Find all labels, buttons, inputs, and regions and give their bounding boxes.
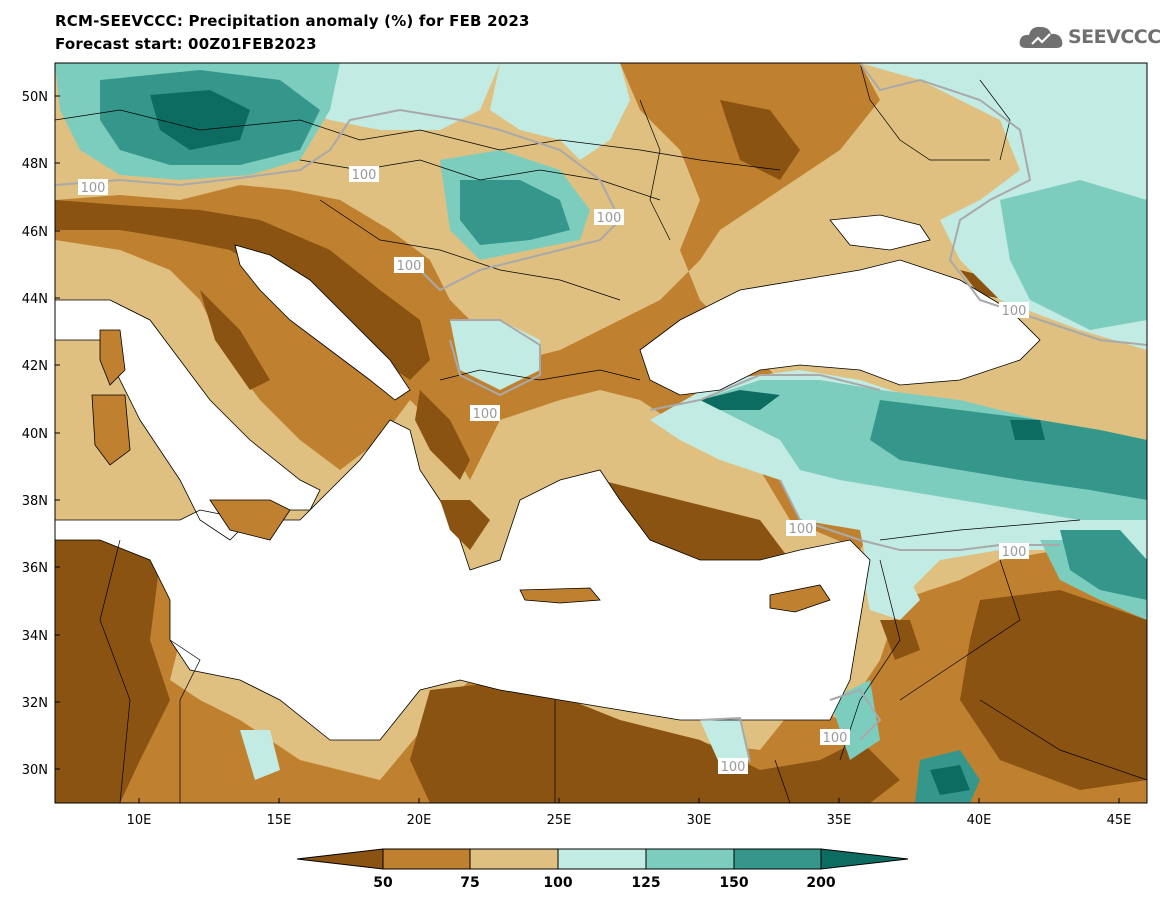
adriatic-sea [234, 244, 411, 401]
lat-label: 30N [22, 763, 48, 778]
cyprus [769, 584, 831, 613]
contour-label-text: 100 [397, 259, 422, 274]
colorbar-tick-label: 50 [373, 875, 393, 891]
lat-label: 38N [22, 494, 48, 509]
colorbar-swatch-50-75 [382, 848, 471, 870]
seevccc-logo: SEEVCCC [1018, 22, 1161, 56]
map-area [55, 63, 1147, 803]
colorbar-swatch-150-200 [733, 848, 822, 870]
lon-label: 40E [967, 813, 992, 828]
contour-label-text: 100 [823, 731, 848, 746]
sardinia [91, 394, 131, 466]
colorbar-swatch-75-100 [469, 848, 559, 870]
colorbar-tick-label: 75 [460, 875, 480, 891]
contour-label-8: 100 [999, 543, 1029, 560]
contour-label-text: 100 [81, 181, 106, 196]
lat-label: 32N [22, 696, 48, 711]
contour-label-10: 100 [718, 758, 748, 775]
chart-title: RCM-SEEVCCC: Precipitation anomaly (%) f… [55, 12, 530, 30]
latitude-axis: 50N 48N 46N 44N 42N 40N 38N 36N 34N 32N … [22, 90, 60, 778]
border-lines [55, 63, 1147, 803]
contour-label-9: 100 [820, 729, 850, 746]
peninsula-shading [440, 500, 490, 550]
lat-label: 50N [22, 90, 48, 105]
lat-label: 42N [22, 359, 48, 374]
lat-label: 48N [22, 157, 48, 172]
lon-label: 10E [127, 813, 152, 828]
corsica [99, 329, 126, 386]
sea-of-azov [829, 214, 931, 251]
lon-label: 25E [547, 813, 572, 828]
contour-labels: 100 100 100 100 100 100 100 100 100 100 [78, 166, 1029, 775]
contour-label-text: 100 [1002, 304, 1027, 319]
lon-label: 35E [827, 813, 852, 828]
sea-areas [55, 214, 1041, 741]
colorbar-swatch-125-150 [645, 848, 735, 870]
colorbar-tick-label: 100 [543, 875, 573, 891]
contour-label-text: 100 [473, 407, 498, 422]
colorbar-tick-label: 125 [631, 875, 661, 891]
lat-label: 34N [22, 629, 48, 644]
colorbar-tick-label: 150 [719, 875, 749, 891]
sicily [209, 499, 291, 541]
contour-label-text: 100 [721, 760, 746, 775]
contour-label-6: 100 [470, 405, 500, 422]
contour-100-lines [55, 63, 1147, 763]
anomaly-below-50 [55, 100, 1147, 803]
contour-label-text: 100 [1002, 545, 1027, 560]
lat-label: 44N [22, 292, 48, 307]
lat-label: 40N [22, 427, 48, 442]
lon-label: 15E [267, 813, 292, 828]
contour-label-text: 100 [597, 211, 622, 226]
colorbar [296, 848, 909, 870]
contour-label-text: 100 [789, 522, 814, 537]
lon-label: 45E [1107, 813, 1132, 828]
contour-label-1: 100 [78, 179, 108, 196]
cloud-logo-icon [1019, 26, 1063, 48]
forecast-start-subtitle: Forecast start: 00Z01FEB2023 [55, 35, 317, 53]
contour-label-5: 100 [999, 302, 1029, 319]
contour-label-text: 100 [352, 168, 377, 183]
colorbar-swatch-above-200 [820, 848, 909, 870]
colorbar-swatch-below-50 [296, 848, 384, 870]
colorbar-swatch-100-125 [557, 848, 647, 870]
lat-label: 36N [22, 561, 48, 576]
contour-label-4: 100 [394, 257, 424, 274]
islands [91, 329, 831, 613]
logo-text: SEEVCCC [1068, 26, 1161, 48]
lat-label: 46N [22, 225, 48, 240]
longitude-axis: 10E 15E 20E 25E 30E 35E 40E 45E [127, 798, 1132, 828]
crete [519, 587, 601, 604]
colorbar-tick-label: 200 [806, 875, 836, 891]
anomaly-above-200 [150, 90, 1045, 795]
contour-label-7: 100 [786, 520, 816, 537]
contour-label-3: 100 [594, 209, 624, 226]
black-sea [639, 259, 1041, 396]
contour-label-2: 100 [349, 166, 379, 183]
lon-label: 20E [407, 813, 432, 828]
lon-label: 30E [687, 813, 712, 828]
